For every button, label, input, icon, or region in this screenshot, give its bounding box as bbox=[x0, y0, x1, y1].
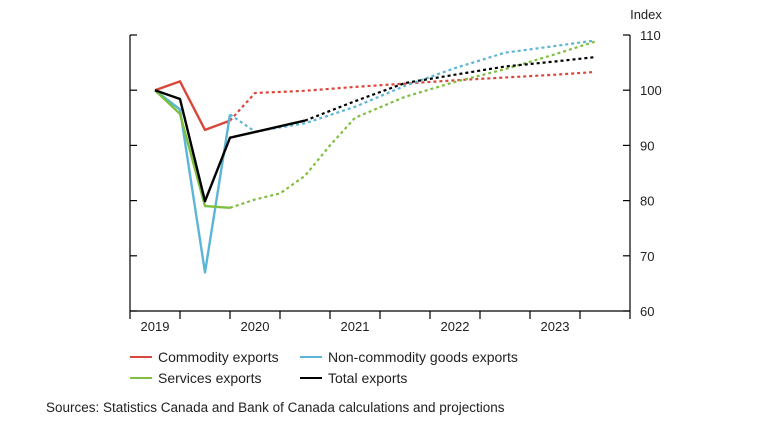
chart-svg: 60 70 80 90 100 110 2019 2020 2021 2022 2023 Index bbox=[129, 7, 662, 334]
legend-label-non-commodity: Non-commodity goods exports bbox=[328, 348, 518, 365]
series-line-total-exports bbox=[154, 89, 306, 203]
legend-item-commodity: Commodity exports bbox=[130, 347, 300, 366]
legend-swatch-commodity bbox=[130, 355, 152, 358]
y-axis-unit-label: Index bbox=[630, 7, 662, 22]
source-note: Sources: Statistics Canada and Bank of C… bbox=[46, 400, 505, 415]
x-tick-label: 2020 bbox=[241, 319, 270, 334]
legend: Commodity exports Non-commodity goods ex… bbox=[130, 347, 570, 387]
x-tick-label: 2022 bbox=[441, 319, 470, 334]
y-tick-label: 100 bbox=[640, 83, 662, 98]
series-line-total-exports-projection bbox=[304, 56, 596, 122]
y-tick-label: 60 bbox=[640, 304, 654, 319]
y-tick-label: 80 bbox=[640, 194, 654, 209]
series-line-commodity-exports-projection bbox=[229, 70, 596, 122]
series-line-services-exports-projection bbox=[229, 40, 596, 209]
y-tick-label: 110 bbox=[640, 28, 661, 43]
legend-swatch-total bbox=[300, 376, 322, 379]
x-tick-label: 2023 bbox=[541, 319, 570, 334]
series-lines bbox=[154, 39, 596, 274]
series-line-services-exports bbox=[154, 89, 231, 209]
x-tick-label: 2019 bbox=[141, 319, 170, 334]
x-tick-label: 2021 bbox=[341, 319, 370, 334]
legend-item-non-commodity: Non-commodity goods exports bbox=[300, 347, 560, 366]
series-line-non-commodity-goods-exports bbox=[154, 89, 232, 274]
series-line-non-commodity-goods-exports-projection bbox=[229, 39, 596, 133]
legend-label-total: Total exports bbox=[328, 369, 408, 386]
axes: 60 70 80 90 100 110 2019 2020 2021 2022 2023 bbox=[129, 28, 662, 334]
legend-swatch-services bbox=[130, 376, 152, 379]
series-line-commodity-exports bbox=[154, 80, 231, 132]
y-tick-label: 90 bbox=[640, 138, 654, 153]
legend-label-services: Services exports bbox=[158, 369, 262, 386]
legend-item-total: Total exports bbox=[300, 368, 560, 387]
legend-label-commodity: Commodity exports bbox=[158, 348, 279, 365]
legend-swatch-non-commodity bbox=[300, 355, 322, 358]
legend-item-services: Services exports bbox=[130, 368, 300, 387]
y-tick-label: 70 bbox=[640, 249, 654, 264]
